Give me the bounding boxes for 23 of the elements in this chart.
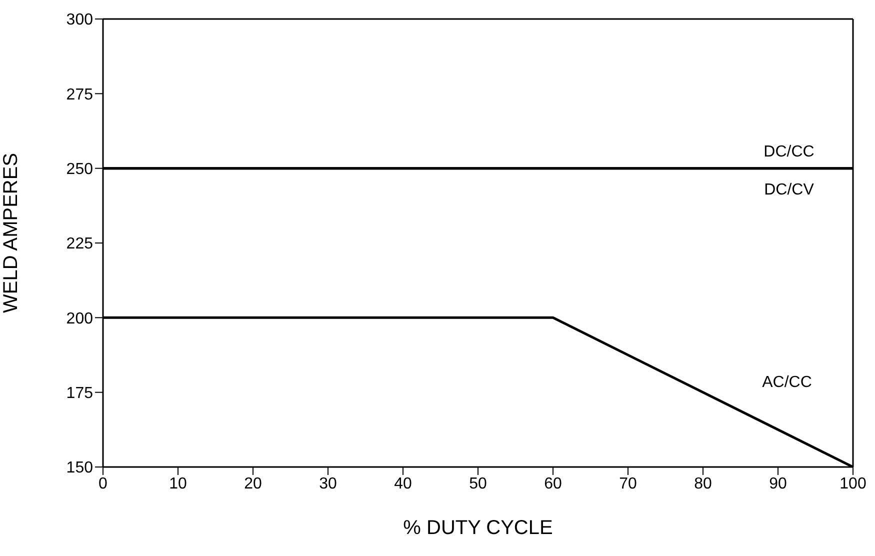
y-axis-title: WELD AMPERES <box>0 152 22 313</box>
y-tick-label: 150 <box>66 460 94 477</box>
y-tick-label: 300 <box>66 12 94 29</box>
x-tick-label: 30 <box>319 475 337 492</box>
y-tick-label: 175 <box>66 385 94 402</box>
series-label: AC/CC <box>762 374 812 391</box>
x-tick-label: 100 <box>840 475 866 492</box>
y-tick-label: 250 <box>66 161 94 178</box>
x-tick-label: 0 <box>98 475 108 492</box>
y-tick-label: 200 <box>66 310 94 328</box>
series-label: DC/CV <box>764 181 814 198</box>
x-tick-label: 40 <box>394 475 412 492</box>
x-tick-label: 60 <box>544 475 562 492</box>
y-tick-label: 225 <box>66 236 94 253</box>
x-tick-label: 80 <box>694 475 712 492</box>
x-tick-label: 50 <box>469 475 487 492</box>
series-label: DC/CC <box>764 143 814 160</box>
x-tick-label: 20 <box>244 475 262 492</box>
x-axis-title: % DUTY CYCLE <box>403 517 553 539</box>
x-tick-label: 70 <box>619 475 637 492</box>
x-tick-label: 90 <box>769 475 787 492</box>
x-tick-label: 10 <box>169 475 187 492</box>
y-tick-label: 275 <box>66 86 94 104</box>
